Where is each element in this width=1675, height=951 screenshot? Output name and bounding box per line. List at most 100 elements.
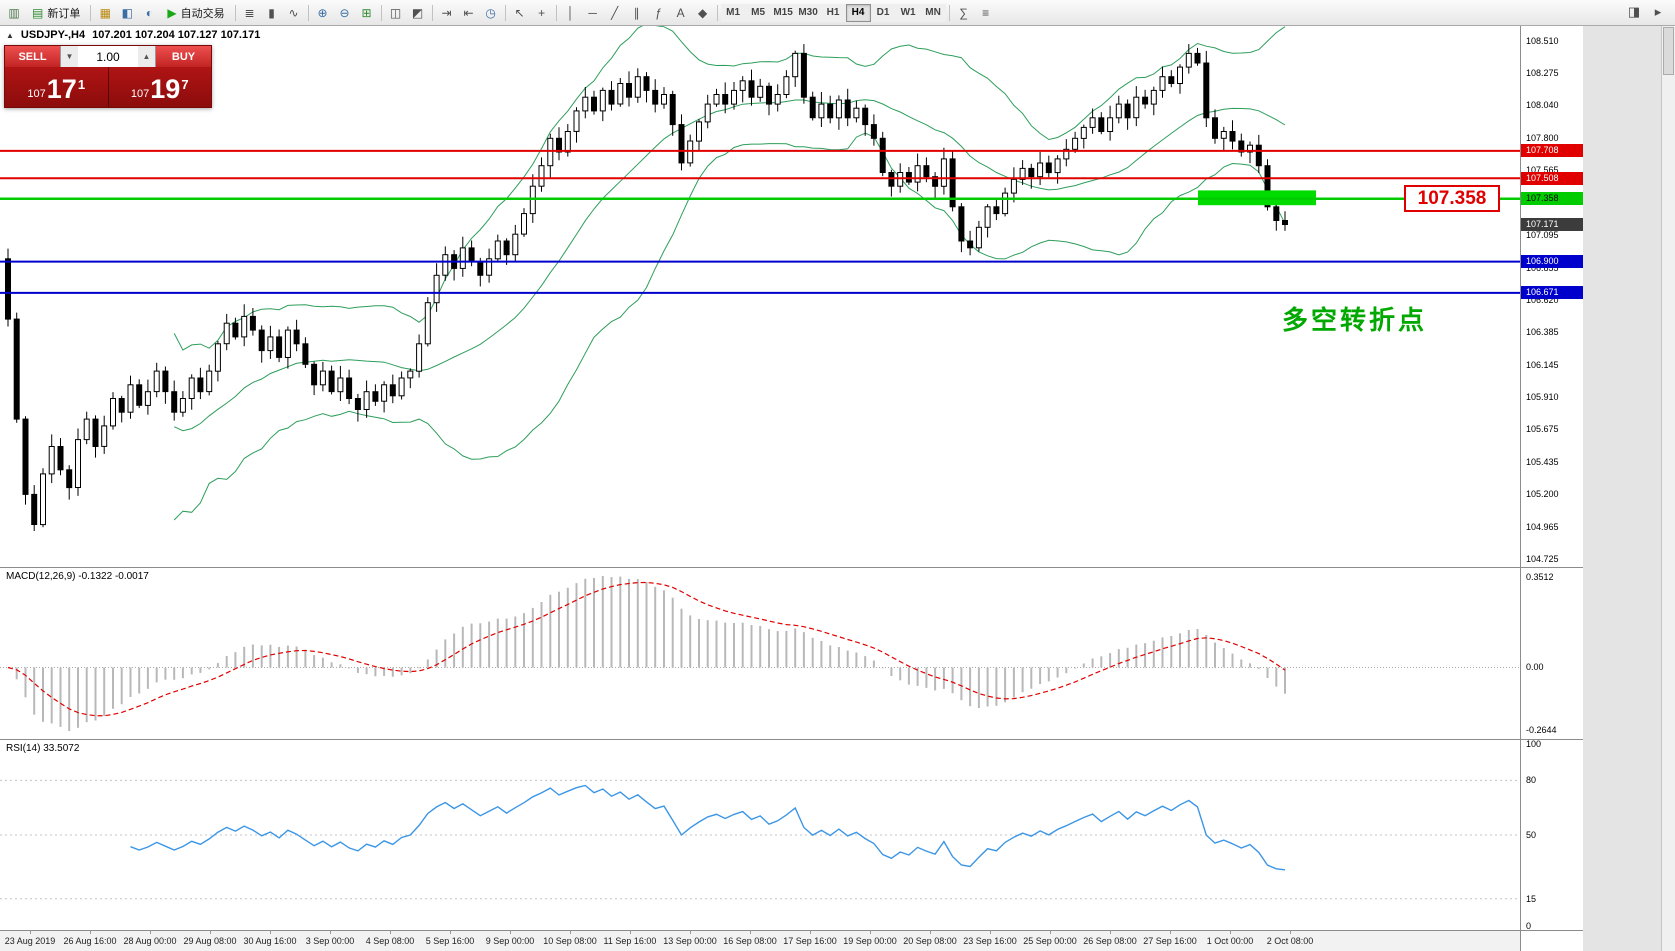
indicators-icon[interactable]: ∑ — [953, 3, 975, 23]
time-axis-label: 9 Sep 00:00 — [485, 936, 535, 946]
price-axis-label: 105.675 — [1526, 424, 1559, 434]
time-axis[interactable]: 23 Aug 2019 26 Aug 16:00 28 Aug 00:00 29 Au… — [0, 931, 1520, 951]
scrollbar-thumb[interactable] — [1663, 27, 1674, 75]
time-tick — [690, 931, 691, 934]
toolbar-separator — [716, 4, 718, 21]
zoom-out-icon: ⊖ — [339, 5, 350, 20]
time-axis-label: 27 Sep 16:00 — [1143, 936, 1197, 946]
time-tick — [750, 931, 751, 934]
time-axis-label: 20 Sep 08:00 — [903, 936, 957, 946]
timeframe-button-mn[interactable]: MN — [920, 3, 946, 22]
vertical-line-icon: │ — [566, 5, 575, 20]
clock-icon: ◷ — [485, 5, 496, 20]
dock-window-icon[interactable]: ◨ — [1623, 2, 1645, 22]
price-callout[interactable]: 107.358 — [1404, 185, 1500, 212]
volume-decrease-button[interactable]: ▼ — [61, 46, 78, 67]
rsi-canvas[interactable] — [0, 740, 1520, 930]
volume-input[interactable] — [78, 46, 138, 67]
timeframe-button-h4[interactable]: H4 — [845, 3, 871, 22]
indicators-icon: ∑ — [959, 5, 968, 20]
new-order-button: ▤ — [32, 5, 44, 20]
grid-icon[interactable]: ⊞ — [356, 3, 378, 23]
fibonacci-icon[interactable]: ƒ — [648, 3, 670, 23]
timeframe-button-m30[interactable]: M30 — [795, 3, 821, 22]
toolbar-right-icons: ◨ ▸ — [1623, 2, 1669, 22]
price-chart-canvas[interactable] — [0, 26, 1520, 567]
panel-separator — [1521, 739, 1583, 740]
zoom-in-icon[interactable]: ⊕ — [312, 3, 334, 23]
autotrading-button[interactable]: ▶ 自动交易 — [160, 3, 231, 23]
sell-button[interactable]: SELL — [5, 46, 60, 67]
cursor-icon: ↖ — [514, 5, 525, 20]
market-watch-icon: ▦ — [99, 5, 112, 20]
channel-icon[interactable]: ∥ — [626, 3, 648, 23]
timeframe-button-w1[interactable]: W1 — [895, 3, 921, 22]
volume-increase-button[interactable]: ▲ — [138, 46, 155, 67]
time-tick — [330, 931, 331, 934]
timeframe-button-h1[interactable]: H1 — [820, 3, 846, 22]
price-chart-panel[interactable]: ▲ USDJPY-,H4 107.201 107.204 107.127 107… — [0, 26, 1520, 568]
time-tick — [270, 931, 271, 934]
chart-bars-icon[interactable]: ≣ — [239, 3, 261, 23]
chart-shift-icon[interactable]: ⇤ — [458, 3, 480, 23]
new-chart-icon: ▥ — [8, 5, 20, 20]
rsi-panel[interactable]: RSI(14) 33.5072 — [0, 740, 1520, 931]
time-axis-label: 25 Sep 00:00 — [1023, 936, 1077, 946]
price-level-badge[interactable]: 107.708 — [1521, 144, 1583, 157]
price-level-badge[interactable]: 107.358 — [1521, 192, 1583, 205]
cursor-icon[interactable]: ↖ — [509, 3, 531, 23]
time-tick — [870, 931, 871, 934]
auto-scroll-icon[interactable]: ⇥ — [436, 3, 458, 23]
buy-price[interactable]: 107 19 7 — [130, 74, 189, 104]
macd-panel[interactable]: MACD(12,26,9) -0.1322 -0.0017 — [0, 568, 1520, 740]
macd-canvas[interactable] — [0, 568, 1520, 739]
price-axis-label: 107.095 — [1526, 230, 1559, 240]
zoom-out-icon[interactable]: ⊖ — [334, 3, 356, 23]
time-tick — [930, 931, 931, 934]
price-level-badge[interactable]: 106.671 — [1521, 286, 1583, 299]
price-level-badge[interactable]: 106.900 — [1521, 255, 1583, 268]
timeframe-button-m1[interactable]: M1 — [720, 3, 746, 22]
market-watch-icon[interactable]: ▦ — [94, 3, 116, 23]
text-icon[interactable]: A — [670, 3, 692, 23]
new-order-button[interactable]: ▤ 新订单 — [25, 3, 87, 23]
time-tick — [30, 931, 31, 934]
toolbar-expand-icon[interactable]: ▸ — [1647, 2, 1669, 22]
vertical-line-icon[interactable]: │ — [560, 3, 582, 23]
templates-icon[interactable]: ≡ — [975, 3, 997, 23]
cascade-windows-icon[interactable]: ◩ — [407, 3, 429, 23]
main-toolbar: ▥ ▤ 新订单 ▦ ◧ ◐ ▶ 自动交易 ≣ ▮ ∿ ⊕ ⊖ ⊞ ◫ ◩ ⇥ ⇤ ◷ ↖ + │ ─ ╱ ∥ ƒ A ◆ M1 M5 M15… — [0, 0, 1675, 26]
navigator-icon[interactable]: ◐ — [138, 3, 160, 23]
tile-windows-icon[interactable]: ◫ — [385, 3, 407, 23]
sell-price[interactable]: 107 17 1 — [27, 74, 86, 104]
timeframe-button-m15[interactable]: M15 — [770, 3, 796, 22]
toolbar-separator — [90, 4, 92, 21]
new-chart-icon[interactable]: ▥ — [3, 3, 25, 23]
time-tick — [1050, 931, 1051, 934]
price-divider — [107, 67, 109, 107]
price-level-badge[interactable]: 107.171 — [1521, 218, 1583, 231]
crosshair-icon[interactable]: + — [531, 3, 553, 23]
clock-icon[interactable]: ◷ — [480, 3, 502, 23]
time-axis-label: 13 Sep 00:00 — [663, 936, 717, 946]
data-window-icon[interactable]: ◧ — [116, 3, 138, 23]
horizontal-line-icon: ─ — [588, 5, 597, 20]
trendline-icon[interactable]: ╱ — [604, 3, 626, 23]
oneclick-toggle-icon[interactable]: ▲ — [6, 30, 14, 40]
buy-button[interactable]: BUY — [156, 46, 211, 67]
time-axis-label: 1 Oct 00:00 — [1206, 936, 1254, 946]
price-level-badge[interactable]: 107.508 — [1521, 172, 1583, 185]
data-window-icon: ◧ — [121, 5, 134, 20]
toolbar-separator — [555, 4, 557, 21]
time-axis-label: 26 Aug 16:00 — [63, 936, 117, 946]
timeframe-button-d1[interactable]: D1 — [870, 3, 896, 22]
price-axis[interactable]: 108.510 108.275 108.040 107.800 107.565 107.0… — [1520, 26, 1583, 951]
arrows-icon[interactable]: ◆ — [692, 3, 714, 23]
chart-candles-icon[interactable]: ▮ — [261, 3, 283, 23]
time-tick — [1110, 931, 1111, 934]
vertical-scrollbar[interactable] — [1661, 26, 1675, 951]
horizontal-line-icon[interactable]: ─ — [582, 3, 604, 23]
timeframe-button-m5[interactable]: M5 — [745, 3, 771, 22]
chart-line-icon[interactable]: ∿ — [283, 3, 305, 23]
time-axis-label: 2 Oct 08:00 — [1266, 936, 1314, 946]
